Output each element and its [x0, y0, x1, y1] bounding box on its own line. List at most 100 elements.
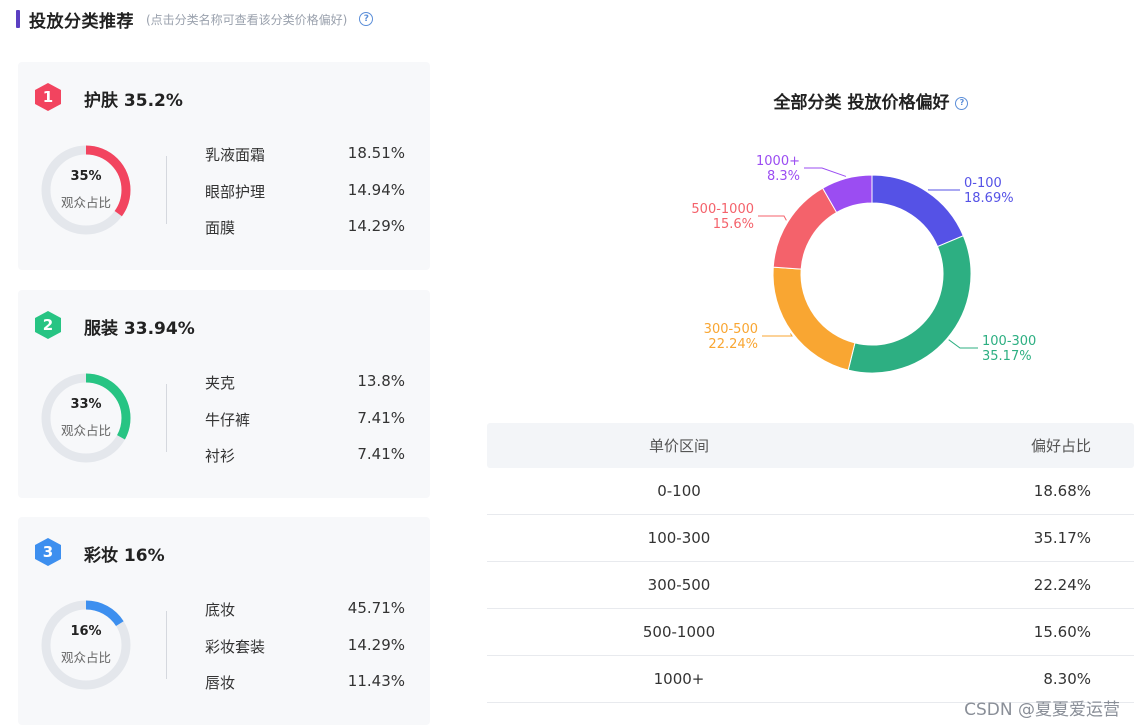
table-cell: 18.68% — [1033, 482, 1091, 500]
table-header-cell: 偏好占比 — [1030, 437, 1091, 455]
subcategory-row: 夹克 13.8% — [205, 372, 405, 409]
table-body: 0-100 18.68% 100-300 35.17% 300-500 22.24% 500… — [487, 468, 1134, 703]
category-title[interactable]: 彩妆 16% — [84, 546, 165, 566]
subcategory-value: 14.94% — [347, 180, 405, 199]
subcategory-value: 18.51% — [347, 144, 405, 162]
rank-badge: 2 — [33, 310, 63, 340]
subcategory-row: 衬衫 7.41% — [205, 445, 405, 482]
audience-ring — [41, 373, 131, 463]
section-header: 投放分类推荐 (点击分类名称可查看该分类价格偏好) ? — [16, 6, 374, 32]
rank-number: 2 — [42, 316, 54, 334]
divider — [166, 156, 167, 224]
slice-value-label: 35.17% — [982, 349, 1032, 364]
subcategory-name: 底妆 — [205, 601, 236, 619]
subcategory-value: 45.71% — [347, 599, 405, 617]
subcategory-row: 彩妆套装 14.29% — [205, 636, 405, 673]
subcategory-value: 7.41% — [357, 408, 405, 427]
divider — [166, 384, 167, 452]
slice-category-label: 1000+ — [756, 154, 800, 169]
subcategory-row: 眼部护理 14.94% — [205, 181, 405, 218]
audience-ring — [41, 145, 131, 235]
ring-fill — [41, 600, 131, 690]
subcategory-name: 唇妆 — [205, 674, 236, 692]
table-cell: 22.24% — [1033, 576, 1091, 594]
subcategory-name: 彩妆套装 — [205, 637, 266, 656]
table-cell: 300-500 — [647, 576, 711, 594]
subcategory-name: 牛仔裤 — [205, 410, 251, 429]
subcategory-row: 底妆 45.71% — [205, 599, 405, 636]
category-title[interactable]: 服装 33.94% — [84, 319, 195, 339]
table-header-cell: 单价区间 — [648, 437, 709, 455]
rank-badge: 3 — [33, 537, 63, 567]
slice-value-label: 8.3% — [767, 169, 800, 184]
subcategory-row: 乳液面霜 18.51% — [205, 144, 405, 181]
price-preference-panel — [459, 60, 1134, 726]
category-card[interactable]: 1 护肤 35.2% 35% 观众占比 乳液面霜 18.51% 眼部护理 14.94% 面膜 14… — [18, 62, 430, 270]
slice-value-label: 18.69% — [964, 191, 1014, 206]
subcategory-value: 7.41% — [357, 445, 405, 463]
price-panel-title-text: 全部分类 投放价格偏好 — [773, 93, 950, 113]
slice-category-label: 100-300 — [982, 334, 1036, 349]
slice-category-label: 0-100 — [964, 176, 1002, 191]
price-panel-title: 全部分类 投放价格偏好? — [459, 88, 1134, 113]
ring-fill — [41, 373, 131, 463]
ring-percent: 35% — [70, 169, 102, 184]
slice-category-label: 500-1000 — [691, 202, 754, 217]
slice-leader-line — [804, 167, 847, 177]
table-cell: 100-300 — [647, 529, 711, 547]
table-row: 300-500 22.24% — [487, 562, 1134, 609]
category-title[interactable]: 护肤 35.2% — [84, 91, 183, 111]
table-header: 单价区间 偏好占比 — [487, 423, 1134, 468]
table-row: 0-100 18.68% — [487, 468, 1134, 515]
subcategory-name: 乳液面霜 — [205, 146, 266, 164]
slice-category-label: 300-500 — [704, 322, 758, 337]
slice-value-label: 15.6% — [713, 217, 754, 232]
section-title: 投放分类推荐 — [29, 11, 134, 32]
rank-number: 3 — [42, 543, 54, 561]
ring-percent: 33% — [70, 397, 102, 412]
table-cell: 35.17% — [1033, 529, 1091, 547]
donut-slice[interactable] — [772, 266, 856, 371]
table-row: 500-1000 15.60% — [487, 609, 1134, 656]
subcategory-name: 面膜 — [205, 219, 236, 237]
price-table: 单价区间 偏好占比 0-100 18.68% 100-300 35.17% 300-50… — [487, 423, 1134, 703]
slice-leader-line — [948, 339, 978, 349]
section-hint: (点击分类名称可查看该分类价格偏好) — [146, 12, 348, 27]
category-card[interactable]: 2 服装 33.94% 33% 观众占比 夹克 13.8% 牛仔裤 7.41% 衬衫 7.41% — [18, 290, 430, 498]
subcategory-list: 夹克 13.8% 牛仔裤 7.41% 衬衫 7.41% — [205, 372, 405, 482]
rank-number: 1 — [42, 88, 54, 106]
table-cell: 0-100 — [657, 482, 701, 500]
table-cell: 15.60% — [1033, 623, 1091, 641]
subcategory-row: 面膜 14.29% — [205, 217, 405, 254]
slice-leader-line — [758, 215, 787, 221]
table-row: 100-300 35.17% — [487, 515, 1134, 562]
slice-value-label: 22.24% — [708, 337, 758, 352]
ring-percent: 16% — [70, 624, 102, 639]
header-accent-bar — [16, 10, 20, 28]
ring-label: 观众占比 — [60, 650, 111, 665]
donut-slice[interactable] — [871, 174, 964, 248]
subcategory-name: 衬衫 — [205, 447, 236, 465]
category-card[interactable]: 3 彩妆 16% 16% 观众占比 底妆 45.71% 彩妆套装 14.29% 唇妆 11.43% — [18, 517, 430, 725]
subcategory-value: 11.43% — [347, 672, 405, 690]
donut-slice[interactable] — [821, 174, 873, 214]
question-circle-icon[interactable]: ? — [359, 12, 374, 26]
table-cell: 1000+ — [653, 670, 705, 688]
subcategory-row: 唇妆 11.43% — [205, 672, 405, 709]
subcategory-value: 14.29% — [347, 217, 405, 235]
rank-badge: 1 — [33, 82, 63, 112]
table-cell: 8.30% — [1043, 670, 1091, 688]
subcategory-list: 乳液面霜 18.51% 眼部护理 14.94% 面膜 14.29% — [205, 144, 405, 254]
subcategory-name: 眼部护理 — [205, 182, 266, 201]
ring-label: 观众占比 — [60, 423, 111, 438]
ring-label: 观众占比 — [60, 195, 111, 210]
donut-slice[interactable] — [847, 235, 972, 374]
donut-slice[interactable] — [772, 187, 838, 270]
subcategory-name: 夹克 — [205, 374, 236, 392]
question-circle-icon[interactable]: ? — [955, 96, 969, 110]
subcategory-list: 底妆 45.71% 彩妆套装 14.29% 唇妆 11.43% — [205, 599, 405, 709]
audience-ring — [41, 600, 131, 690]
subcategory-value: 13.8% — [357, 372, 405, 390]
